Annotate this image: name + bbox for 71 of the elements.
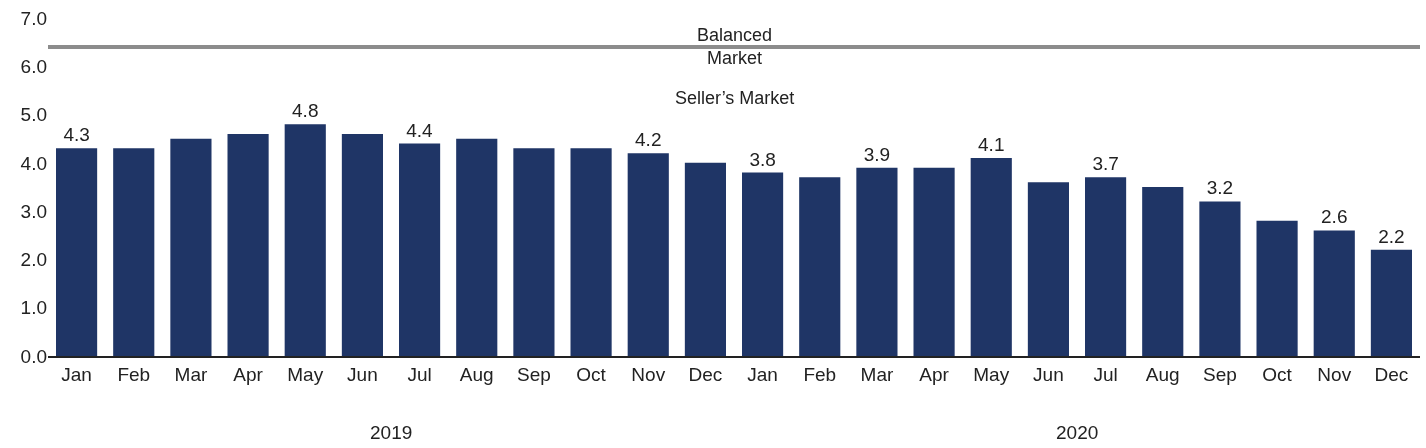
bar — [113, 148, 155, 356]
y-tick-label: 3.0 — [20, 200, 47, 222]
bar — [799, 177, 841, 356]
y-tick-label: 1.0 — [20, 297, 47, 319]
bar — [1370, 249, 1412, 356]
bar — [1027, 182, 1069, 356]
bar — [341, 133, 383, 356]
y-tick-label: 4.0 — [20, 152, 47, 174]
bar — [627, 153, 669, 356]
x-tick-label: Apr — [919, 363, 950, 385]
x-tick-label: Aug — [1145, 363, 1180, 385]
x-tick-label: Jul — [407, 363, 432, 385]
bar — [970, 158, 1012, 356]
data-label: 3.8 — [749, 148, 776, 170]
data-label: 4.2 — [635, 129, 662, 151]
x-tick-label: Feb — [803, 363, 837, 385]
data-label: 3.9 — [863, 143, 891, 165]
bar — [684, 162, 726, 356]
x-tick-label: Jan — [747, 363, 778, 385]
ref-line-label: Balanced Market — [697, 25, 773, 69]
bar — [1256, 220, 1298, 356]
y-tick-label: 7.0 — [20, 7, 47, 29]
x-tick-label: Mar — [860, 363, 894, 385]
x-tick-label: Jun — [347, 363, 378, 385]
bar — [1199, 201, 1241, 356]
x-tick-label: Sep — [1203, 363, 1237, 385]
annotation: Seller’s Market — [675, 88, 795, 108]
bar — [913, 167, 955, 356]
bar — [856, 167, 898, 356]
data-label: 3.7 — [1092, 153, 1119, 175]
bar — [1313, 230, 1355, 356]
bar — [570, 148, 612, 356]
data-label: 2.6 — [1321, 206, 1348, 228]
data-label: 4.8 — [292, 100, 319, 122]
y-tick-label: 2.0 — [20, 249, 47, 271]
x-tick-label: Dec — [688, 363, 723, 385]
bar — [456, 138, 498, 356]
bar — [513, 148, 555, 356]
x-tick-label: Oct — [576, 363, 607, 385]
bar — [227, 133, 269, 356]
x-tick-label: Jan — [61, 363, 92, 385]
x-tick-label: Jun — [1033, 363, 1064, 385]
text: 2020 — [1056, 422, 1099, 443]
text: 2019 — [370, 422, 413, 443]
y-tick-label: 5.0 — [20, 104, 47, 126]
x-tick-label: Apr — [233, 363, 264, 385]
x-tick-label: Oct — [1262, 363, 1293, 385]
x-tick-label: Aug — [459, 363, 494, 385]
data-label: 4.1 — [978, 134, 1005, 156]
data-label: 3.2 — [1206, 177, 1234, 199]
x-tick-label: Jul — [1093, 363, 1118, 385]
x-tick-label: May — [973, 363, 1010, 385]
bar — [1142, 187, 1184, 356]
x-tick-label: Nov — [1317, 363, 1352, 385]
bar — [399, 143, 441, 356]
x-tick-label: Nov — [631, 363, 666, 385]
data-label: 4.4 — [406, 119, 433, 141]
data-label: 4.3 — [63, 124, 90, 146]
x-tick-label: Mar — [174, 363, 208, 385]
x-tick-label: Feb — [117, 363, 151, 385]
y-tick-label: 6.0 — [20, 55, 47, 77]
x-tick-label: Sep — [517, 363, 551, 385]
bar — [742, 172, 784, 356]
bar — [1085, 177, 1127, 356]
bar — [56, 148, 98, 356]
data-label: 2.2 — [1378, 225, 1405, 247]
x-tick-label: Dec — [1374, 363, 1409, 385]
x-tick-label: May — [287, 363, 324, 385]
bar — [284, 124, 326, 356]
bar — [170, 138, 212, 356]
y-tick-label: 0.0 — [20, 345, 47, 367]
